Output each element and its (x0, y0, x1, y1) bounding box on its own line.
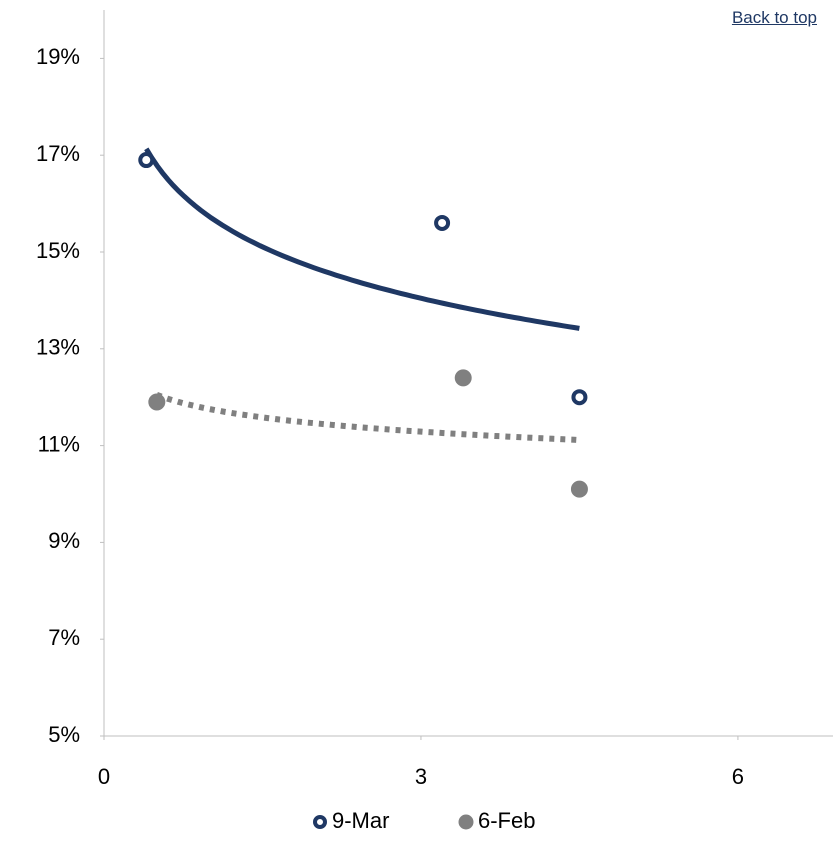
y-tick-label: 19% (36, 44, 80, 69)
trendline (144, 147, 580, 331)
y-tick-label: 15% (36, 238, 80, 263)
y-tick-label: 9% (48, 528, 80, 553)
y-tick-label: 13% (36, 335, 80, 360)
point (138, 152, 155, 169)
x-tick-label: 3 (415, 764, 427, 789)
y-tick-label: 7% (48, 625, 80, 650)
legend-marker (458, 814, 474, 830)
legend-marker (313, 815, 327, 829)
x-tick-label: 6 (732, 764, 744, 789)
trendline (155, 391, 580, 443)
point (571, 389, 588, 406)
y-tick-label: 5% (48, 722, 80, 747)
y-tick-label: 17% (36, 141, 80, 166)
point (148, 393, 166, 411)
legend-label: 9-Mar (332, 808, 389, 833)
point (570, 480, 588, 498)
point (454, 369, 472, 387)
y-tick-label: 11% (38, 431, 80, 456)
back-to-top-link[interactable]: Back to top (731, 8, 817, 27)
x-tick-label: 0 (98, 764, 110, 789)
point (434, 214, 451, 231)
legend-label: 6-Feb (478, 808, 535, 833)
